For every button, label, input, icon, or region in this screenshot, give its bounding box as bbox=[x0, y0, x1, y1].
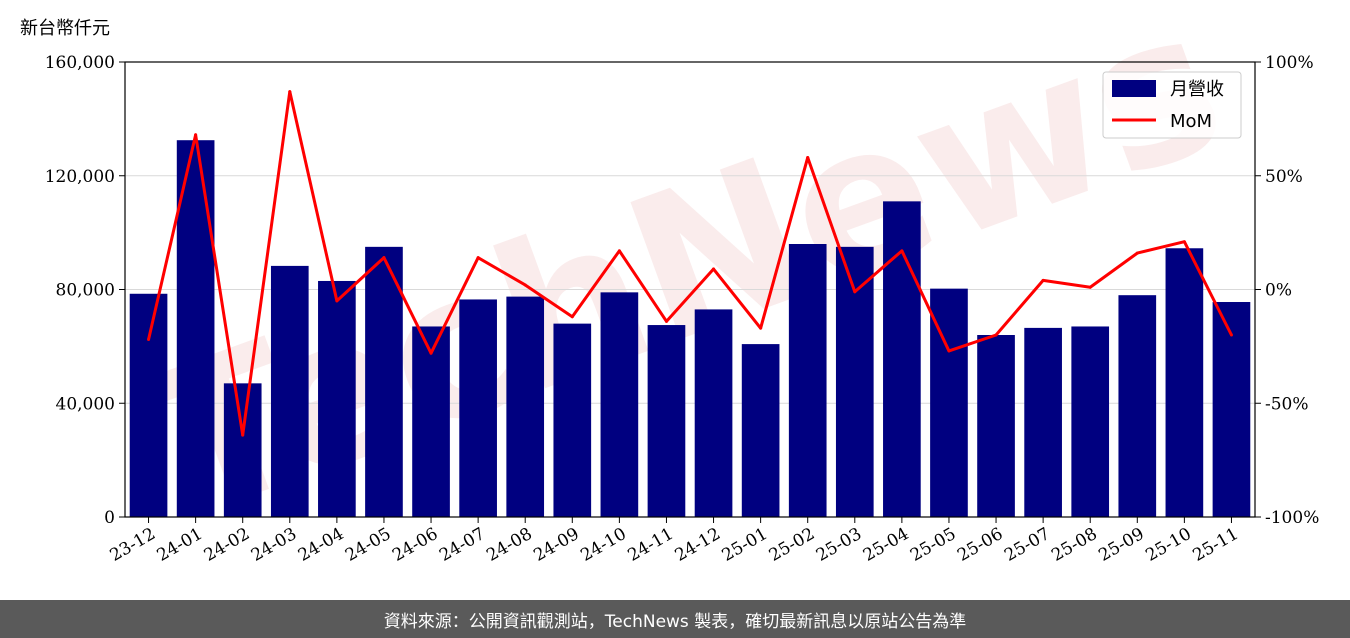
x-tick-label: 25-10 bbox=[1142, 524, 1194, 566]
right-tick-label: -100% bbox=[1265, 508, 1319, 528]
right-tick-label: 50% bbox=[1265, 167, 1303, 187]
x-tick-label: 24-10 bbox=[577, 524, 629, 566]
x-tick-label: 25-03 bbox=[813, 524, 865, 566]
right-tick-label: -50% bbox=[1265, 394, 1309, 414]
mom-point bbox=[853, 290, 857, 294]
mom-point bbox=[947, 349, 951, 353]
right-tick-label: 100% bbox=[1265, 53, 1314, 73]
x-tick-label: 25-06 bbox=[954, 524, 1006, 566]
mom-point bbox=[241, 433, 245, 437]
mom-point bbox=[900, 249, 904, 253]
revenue-bar bbox=[223, 383, 262, 517]
x-tick-label: 25-05 bbox=[907, 524, 959, 566]
mom-point bbox=[664, 319, 668, 323]
mom-point bbox=[335, 299, 339, 303]
revenue-bar bbox=[1118, 295, 1157, 517]
mom-line-group bbox=[147, 90, 1233, 437]
left-tick-label: 0 bbox=[104, 508, 115, 528]
left-tick-label: 160,000 bbox=[45, 53, 115, 73]
mom-point bbox=[382, 256, 386, 260]
left-tick-label: 80,000 bbox=[56, 281, 115, 301]
x-tick-label: 24-12 bbox=[672, 524, 724, 566]
mom-point bbox=[429, 351, 433, 355]
legend: 月營收 MoM bbox=[1102, 71, 1242, 139]
revenue-bar bbox=[647, 325, 686, 517]
x-tick-label: 25-04 bbox=[860, 524, 912, 566]
x-tick-label: 25-08 bbox=[1048, 524, 1100, 566]
mom-line bbox=[147, 90, 1233, 437]
x-tick-label: 25-01 bbox=[719, 524, 771, 566]
revenue-bar bbox=[977, 335, 1015, 517]
revenue-bar bbox=[741, 344, 780, 517]
revenue-bar bbox=[883, 201, 921, 517]
mom-point bbox=[288, 90, 292, 94]
mom-point bbox=[1088, 285, 1092, 289]
x-tick-label: 24-07 bbox=[436, 524, 488, 566]
revenue-bar bbox=[506, 296, 545, 517]
revenue-bar bbox=[176, 140, 215, 517]
legend-label-revenue: 月營收 bbox=[1170, 79, 1224, 100]
left-tick-label: 40,000 bbox=[56, 394, 115, 414]
revenue-bar bbox=[1212, 302, 1251, 517]
x-tick-label: 25-11 bbox=[1190, 524, 1242, 566]
revenue-bar bbox=[1071, 326, 1110, 517]
mom-point bbox=[1229, 333, 1233, 337]
x-tick-label: 24-05 bbox=[342, 524, 394, 566]
x-tick-label: 25-09 bbox=[1095, 524, 1147, 566]
mom-point bbox=[194, 133, 198, 137]
legend-label-mom: MoM bbox=[1170, 111, 1212, 132]
revenue-bar bbox=[318, 280, 356, 517]
x-tick-label: 24-04 bbox=[295, 524, 347, 566]
mom-point bbox=[1041, 278, 1045, 282]
left-tick-label: 120,000 bbox=[45, 167, 115, 187]
x-tick-label: 24-06 bbox=[389, 524, 441, 566]
revenue-bar bbox=[694, 309, 733, 517]
x-tick-label: 24-01 bbox=[154, 524, 206, 566]
mom-point bbox=[617, 249, 621, 253]
chart: TechNews 040,00080,000120,000160,000-100… bbox=[20, 0, 1319, 566]
revenue-bar bbox=[1165, 248, 1204, 517]
x-tick-label: 24-11 bbox=[625, 524, 677, 566]
mom-point bbox=[759, 326, 763, 330]
revenue-bar bbox=[600, 292, 639, 517]
mom-point bbox=[476, 256, 480, 260]
revenue-bar bbox=[1024, 327, 1062, 517]
bars bbox=[129, 140, 1251, 517]
revenue-bar bbox=[553, 323, 592, 517]
x-tick-label: 25-07 bbox=[1001, 524, 1053, 566]
legend-bar-swatch bbox=[1112, 80, 1156, 97]
source-note: 資料來源：公開資訊觀測站，TechNews 製表，確切最新訊息以原站公告為準 bbox=[383, 611, 967, 632]
x-tick-label: 25-02 bbox=[766, 524, 818, 566]
mom-point bbox=[1182, 240, 1186, 244]
mom-point bbox=[806, 156, 810, 160]
revenue-bar bbox=[412, 326, 450, 517]
mom-point bbox=[523, 283, 527, 287]
revenue-bar bbox=[365, 246, 403, 517]
revenue-bar bbox=[129, 293, 168, 517]
mom-point bbox=[712, 267, 716, 271]
revenue-bar bbox=[270, 265, 309, 517]
source-footer: 資料來源：公開資訊觀測站，TechNews 製表，確切最新訊息以原站公告為準 bbox=[0, 600, 1350, 638]
x-tick-label: 24-08 bbox=[483, 524, 535, 566]
mom-point bbox=[1135, 251, 1139, 255]
revenue-bar bbox=[459, 299, 497, 517]
mom-point bbox=[147, 338, 151, 342]
mom-point bbox=[570, 315, 574, 319]
x-tick-label: 23-12 bbox=[107, 524, 159, 566]
left-axis-unit-label: 新台幣仟元 bbox=[20, 18, 110, 39]
x-tick-label: 24-09 bbox=[530, 524, 582, 566]
right-tick-label: 0% bbox=[1265, 281, 1292, 301]
revenue-bar bbox=[788, 244, 827, 517]
mom-point bbox=[994, 333, 998, 337]
